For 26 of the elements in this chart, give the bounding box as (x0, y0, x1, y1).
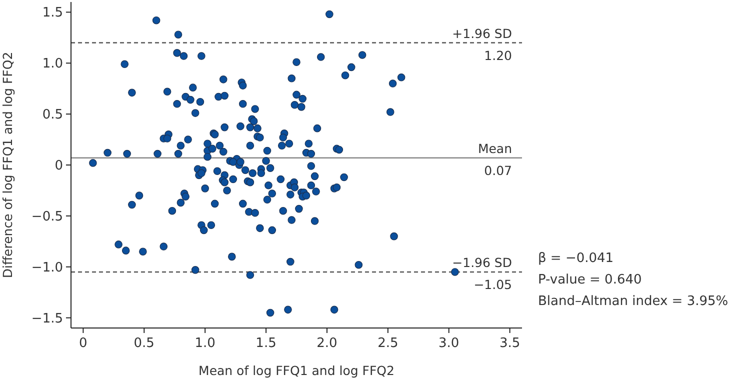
y-tick-label: 1.5 (42, 6, 63, 21)
annotation: −1.05 (474, 276, 512, 292)
y-tick-label: 0 (54, 158, 63, 174)
x-tick-label: 3.5 (499, 336, 520, 351)
ref-line-label: Mean (478, 140, 512, 156)
text: β = −0.041 (538, 251, 614, 266)
ref-line-label: +1.96 SD (452, 26, 512, 41)
x-tick-label: 2.0 (316, 336, 338, 351)
x-tick-label: 0.5 (134, 336, 154, 351)
annotation: 1.20 (484, 48, 512, 63)
x-tick-label: 3.0 (438, 336, 460, 351)
x-tick-label: 2.5 (378, 336, 398, 351)
y-tick-label: −0.5 (31, 209, 63, 224)
x-axis-title: Mean of log FFQ1 and log FFQ2 (198, 363, 394, 378)
x-tick-label: 0 (79, 336, 88, 351)
x-tick-label: 1.0 (194, 336, 216, 351)
y-axis-title: Difference of log FFQ1 and log FFQ2 (0, 52, 15, 278)
y-tick-label: −1.5 (31, 311, 63, 326)
ref-line-label: −1.96 SD (452, 254, 512, 270)
x-tick-label: 1.5 (256, 336, 276, 351)
text: P-value = 0.640 (538, 272, 642, 288)
text: Bland–Altman index = 3.95% (538, 294, 728, 309)
y-tick-label: 1.0 (42, 56, 63, 72)
y-tick-label: −1.0 (31, 260, 63, 276)
annotation: 0.07 (484, 162, 512, 178)
y-tick-label: 0.5 (42, 108, 63, 123)
